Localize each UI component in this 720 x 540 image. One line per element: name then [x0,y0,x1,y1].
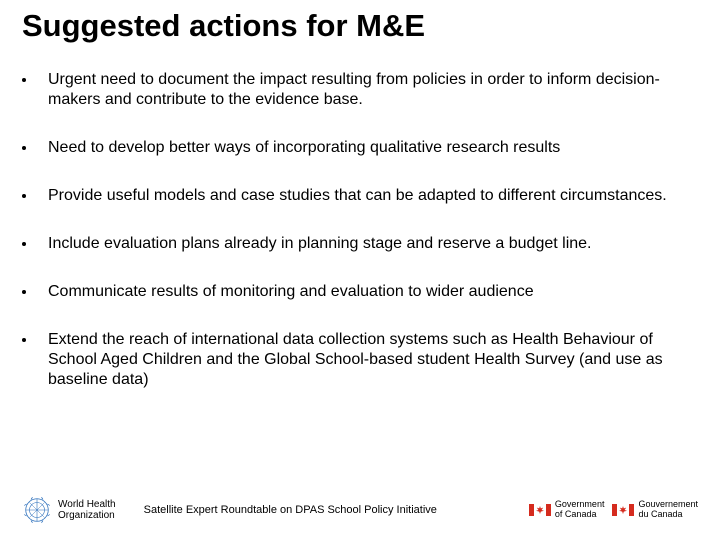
bullet-text: Extend the reach of international data c… [48,330,698,390]
bullet-dot-icon [22,146,26,150]
footer: World Health Organization Satellite Expe… [22,490,698,530]
bullet-text: Need to develop better ways of incorpora… [48,138,698,158]
slide-title: Suggested actions for M&E [22,8,698,44]
who-line1: World Health [58,499,116,510]
bullet-text: Include evaluation plans already in plan… [48,234,698,254]
gov-en-line2: of Canada [555,510,605,520]
who-logo: World Health Organization [22,495,116,525]
gov-fr-text: Gouvernement du Canada [638,500,698,520]
maple-leaf-icon [536,506,544,514]
gov-fr-line2: du Canada [638,510,698,520]
bullet-dot-icon [22,338,26,342]
bullet-dot-icon [22,78,26,82]
bullet-dot-icon [22,290,26,294]
list-item: Urgent need to document the impact resul… [22,70,698,110]
list-item: Extend the reach of international data c… [22,330,698,390]
canada-flag-icon [612,504,634,516]
bullet-text: Communicate results of monitoring and ev… [48,282,698,302]
list-item: Need to develop better ways of incorpora… [22,138,698,158]
bullet-dot-icon [22,242,26,246]
who-line2: Organization [58,510,116,521]
bullet-dot-icon [22,194,26,198]
gov-fr-group: Gouvernement du Canada [612,500,698,520]
bullet-text: Provide useful models and case studies t… [48,186,698,206]
footer-caption: Satellite Expert Roundtable on DPAS Scho… [144,504,529,516]
list-item: Include evaluation plans already in plan… [22,234,698,254]
who-text: World Health Organization [58,499,116,521]
list-item: Communicate results of monitoring and ev… [22,282,698,302]
canada-logo: Government of Canada Gouvernement du Can… [529,500,698,520]
maple-leaf-icon [619,506,627,514]
gov-en-group: Government of Canada [529,500,605,520]
gov-en-text: Government of Canada [555,500,605,520]
bullet-text: Urgent need to document the impact resul… [48,70,698,110]
who-emblem-icon [22,495,52,525]
list-item: Provide useful models and case studies t… [22,186,698,206]
bullet-list: Urgent need to document the impact resul… [22,70,698,390]
slide: Suggested actions for M&E Urgent need to… [0,0,720,540]
canada-flag-icon [529,504,551,516]
